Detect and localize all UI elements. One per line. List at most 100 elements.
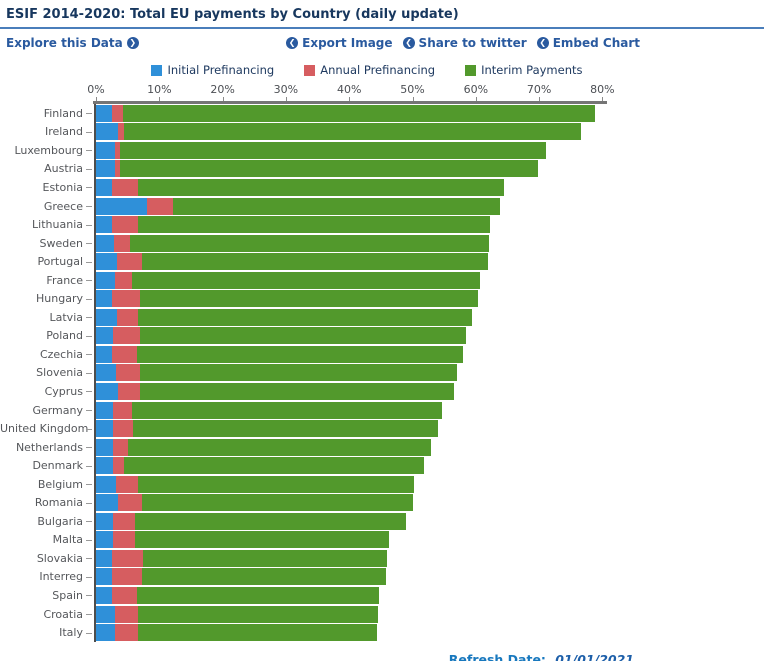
bar-segment-interim-payments[interactable]	[141, 494, 414, 512]
bar-segment-interim-payments[interactable]	[136, 345, 464, 363]
bar-segment-initial-prefinancing[interactable]	[96, 234, 115, 252]
bar-segment-interim-payments[interactable]	[137, 475, 414, 493]
bar-row: Romania	[0, 493, 764, 512]
bar-segment-interim-payments[interactable]	[141, 253, 488, 271]
bar-segment-annual-prefinancing[interactable]	[114, 605, 138, 623]
bar-segment-annual-prefinancing[interactable]	[113, 531, 135, 549]
bar-segment-initial-prefinancing[interactable]	[96, 364, 117, 382]
bar-segment-annual-prefinancing[interactable]	[113, 401, 133, 419]
bar-segment-initial-prefinancing[interactable]	[96, 401, 114, 419]
bar-segment-annual-prefinancing[interactable]	[112, 586, 138, 604]
legend-item-annual-prefinancing[interactable]: Annual Prefinancing	[304, 63, 435, 77]
bar-segment-interim-payments[interactable]	[124, 123, 581, 141]
bar-segment-initial-prefinancing[interactable]	[96, 531, 114, 549]
action-link-export-image[interactable]: ❮ Export Image	[286, 36, 393, 50]
bar-segment-initial-prefinancing[interactable]	[96, 327, 114, 345]
bar-segment-annual-prefinancing[interactable]	[112, 345, 137, 363]
bar-segment-interim-payments[interactable]	[172, 197, 500, 215]
bar-segment-annual-prefinancing[interactable]	[113, 420, 134, 438]
bar-segment-annual-prefinancing[interactable]	[112, 290, 141, 308]
bar-segment-initial-prefinancing[interactable]	[96, 104, 113, 122]
bar-segment-initial-prefinancing[interactable]	[96, 141, 115, 159]
bar-segment-annual-prefinancing[interactable]	[112, 178, 139, 196]
bar-segment-annual-prefinancing[interactable]	[114, 624, 138, 642]
bar-segment-interim-payments[interactable]	[123, 104, 595, 122]
bar-segment-initial-prefinancing[interactable]	[96, 586, 113, 604]
bar-segment-annual-prefinancing[interactable]	[113, 457, 124, 475]
bar-segment-initial-prefinancing[interactable]	[96, 271, 115, 289]
bar-segment-initial-prefinancing[interactable]	[96, 382, 119, 400]
bar-segment-initial-prefinancing[interactable]	[96, 549, 113, 567]
country-label: Czechia	[0, 348, 96, 361]
bar-segment-annual-prefinancing[interactable]	[113, 512, 135, 530]
bar-segment-annual-prefinancing[interactable]	[116, 308, 138, 326]
bar-segment-initial-prefinancing[interactable]	[96, 345, 113, 363]
bar-segment-interim-payments[interactable]	[132, 271, 481, 289]
bar-segment-initial-prefinancing[interactable]	[96, 160, 115, 178]
bar-segment-interim-payments[interactable]	[127, 438, 431, 456]
bar-segment-initial-prefinancing[interactable]	[96, 438, 114, 456]
bar-segment-interim-payments[interactable]	[142, 549, 387, 567]
bar-segment-annual-prefinancing[interactable]	[147, 197, 173, 215]
bar-segment-annual-prefinancing[interactable]	[116, 364, 140, 382]
bar-segment-annual-prefinancing[interactable]	[118, 494, 142, 512]
explore-data-link[interactable]: Explore this Data ❯	[6, 36, 139, 50]
bar-segment-interim-payments[interactable]	[120, 160, 539, 178]
bar-segment-interim-payments[interactable]	[132, 401, 443, 419]
bar-segment-annual-prefinancing[interactable]	[118, 382, 140, 400]
action-link-share-to-twitter[interactable]: ❮ Share to twitter	[402, 36, 527, 50]
bar-segment-initial-prefinancing[interactable]	[96, 420, 114, 438]
bar-segment-interim-payments[interactable]	[140, 290, 478, 308]
bar-segment-initial-prefinancing[interactable]	[96, 290, 113, 308]
bar-segment-annual-prefinancing[interactable]	[114, 271, 133, 289]
bar-segment-annual-prefinancing[interactable]	[116, 253, 142, 271]
x-axis: 0% 10% 20% 30% 40% 50% 60% 70% 80%	[0, 83, 764, 104]
bar-segment-annual-prefinancing[interactable]	[113, 327, 140, 345]
bar-segment-interim-payments[interactable]	[138, 178, 505, 196]
bar-segment-interim-payments[interactable]	[134, 512, 407, 530]
bar-segment-initial-prefinancing[interactable]	[96, 494, 119, 512]
bar-track	[96, 104, 764, 122]
bar-segment-interim-payments[interactable]	[139, 364, 457, 382]
bar-segment-initial-prefinancing[interactable]	[96, 457, 114, 475]
action-link-embed-chart[interactable]: ❮ Embed Chart	[536, 36, 640, 50]
bar-segment-annual-prefinancing[interactable]	[114, 160, 121, 178]
bar-segment-initial-prefinancing[interactable]	[96, 512, 114, 530]
bar-segment-initial-prefinancing[interactable]	[96, 216, 113, 234]
bar-segment-annual-prefinancing[interactable]	[113, 438, 128, 456]
bar-segment-interim-payments[interactable]	[134, 531, 390, 549]
bar-segment-annual-prefinancing[interactable]	[112, 216, 139, 234]
bar-segment-annual-prefinancing[interactable]	[114, 141, 121, 159]
bar-segment-interim-payments[interactable]	[137, 624, 378, 642]
country-label: Denmark	[0, 459, 96, 472]
bar-segment-interim-payments[interactable]	[137, 586, 379, 604]
bar-segment-annual-prefinancing[interactable]	[112, 568, 143, 586]
bar-segment-interim-payments[interactable]	[123, 457, 424, 475]
bar-segment-initial-prefinancing[interactable]	[96, 568, 113, 586]
bar-segment-initial-prefinancing[interactable]	[96, 624, 115, 642]
bar-segment-initial-prefinancing[interactable]	[96, 178, 113, 196]
bar-segment-annual-prefinancing[interactable]	[112, 104, 124, 122]
bar-segment-interim-payments[interactable]	[129, 234, 490, 252]
bar-track	[96, 420, 764, 438]
bar-segment-initial-prefinancing[interactable]	[96, 475, 117, 493]
bar-segment-initial-prefinancing[interactable]	[96, 123, 119, 141]
bar-segment-initial-prefinancing[interactable]	[96, 197, 148, 215]
bar-segment-interim-payments[interactable]	[137, 605, 378, 623]
bar-segment-annual-prefinancing[interactable]	[116, 475, 138, 493]
legend-item-initial-prefinancing[interactable]: Initial Prefinancing	[151, 63, 274, 77]
bar-segment-annual-prefinancing[interactable]	[118, 123, 125, 141]
bar-segment-initial-prefinancing[interactable]	[96, 308, 117, 326]
bar-segment-interim-payments[interactable]	[142, 568, 386, 586]
bar-segment-initial-prefinancing[interactable]	[96, 605, 115, 623]
bar-segment-interim-payments[interactable]	[138, 216, 490, 234]
bar-segment-annual-prefinancing[interactable]	[114, 234, 130, 252]
legend-item-interim-payments[interactable]: Interim Payments	[465, 63, 583, 77]
bar-segment-annual-prefinancing[interactable]	[112, 549, 143, 567]
bar-segment-interim-payments[interactable]	[139, 327, 467, 345]
bar-segment-initial-prefinancing[interactable]	[96, 253, 117, 271]
bar-segment-interim-payments[interactable]	[137, 308, 472, 326]
bar-segment-interim-payments[interactable]	[120, 141, 547, 159]
bar-segment-interim-payments[interactable]	[139, 382, 454, 400]
bar-segment-interim-payments[interactable]	[133, 420, 439, 438]
